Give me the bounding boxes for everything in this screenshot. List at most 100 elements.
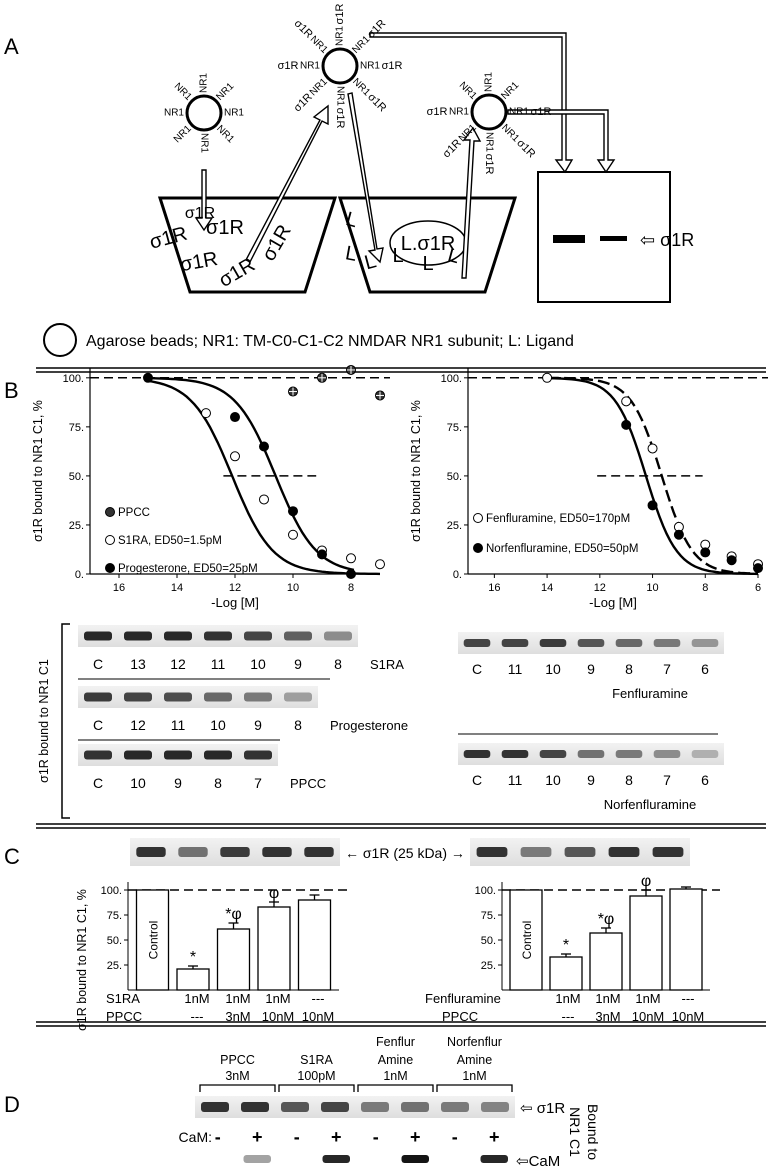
blot-row-label: PPCC xyxy=(290,776,326,791)
x-tick-label: 12 xyxy=(229,582,241,594)
data-point xyxy=(288,506,298,517)
blot-band xyxy=(615,750,643,758)
cam-sign: - xyxy=(373,1127,379,1147)
data-point xyxy=(346,553,356,564)
significance-mark: φ xyxy=(641,873,651,890)
data-point xyxy=(259,441,269,452)
data-point xyxy=(201,408,211,419)
blot-strip-progesterone xyxy=(78,686,318,708)
bead-2-nr1-label: NR1 xyxy=(334,86,345,106)
blot-band xyxy=(124,750,152,760)
blot-lane-label: 9 xyxy=(174,775,182,791)
data-point xyxy=(346,569,356,579)
ligand-label: L xyxy=(362,250,378,274)
bead-2-nr1-label: NR1 xyxy=(300,61,320,72)
treatment-value: 1nM xyxy=(635,991,660,1006)
treatment-value: --- xyxy=(562,1009,575,1024)
container-s1r-label: σ1R xyxy=(185,205,215,222)
blot-band xyxy=(463,750,491,758)
band-label: ← σ1R (25 kDa) → xyxy=(345,845,465,861)
bead-3-s1r-label: σ1R xyxy=(483,154,495,175)
blot-row-label: S1RA xyxy=(370,657,404,672)
data-point xyxy=(542,372,553,383)
blot-band xyxy=(284,692,312,702)
treatment-row-label: S1RA xyxy=(106,991,140,1006)
treatment-group-label: 100pM xyxy=(297,1069,335,1083)
treatment-value: 10nM xyxy=(632,1009,665,1024)
blot-band xyxy=(652,847,684,857)
arrow-down-1 xyxy=(194,169,214,232)
treatment-group-label: 1nM xyxy=(462,1069,486,1083)
treatment-group-label: Amine xyxy=(378,1053,413,1067)
panel-label-a: A xyxy=(4,34,19,59)
blot-lane-label: 9 xyxy=(587,661,595,677)
bead-2-s1r-label: σ1R xyxy=(365,91,388,114)
bar xyxy=(509,889,543,991)
legend-marker xyxy=(105,563,115,573)
ligand-label: L xyxy=(422,253,433,275)
data-point xyxy=(673,529,684,540)
container-s1r-label: σ1R xyxy=(215,254,259,292)
treatment-value: --- xyxy=(312,991,325,1006)
blot-band xyxy=(608,847,640,857)
treatment-value: 10nM xyxy=(302,1009,335,1024)
treatment-group-label: S1RA xyxy=(300,1053,333,1067)
side-label: Bound to xyxy=(585,1104,601,1160)
y-tick-label: 50. xyxy=(107,935,122,947)
bead-3-nr1-label: NR1 xyxy=(483,132,494,152)
group-bracket xyxy=(357,1084,434,1092)
treatment-value: 1nM xyxy=(595,991,620,1006)
x-tick-label: 14 xyxy=(171,582,183,594)
x-axis-label: -Log [M] xyxy=(589,595,637,610)
bead-1-nr1-label: NR1 xyxy=(198,133,209,153)
blot-lane-label: 10 xyxy=(545,661,561,677)
bead-1-nr1-label: NR1 xyxy=(164,108,184,119)
blot-box xyxy=(537,171,671,303)
separator-2 xyxy=(36,823,766,829)
blot-band xyxy=(539,750,567,758)
treatment-value: 1nM xyxy=(184,991,209,1006)
x-tick-label: 12 xyxy=(594,582,606,594)
bead-2-nr1-label: NR1 xyxy=(308,76,330,98)
y-tick-label: 75. xyxy=(69,422,84,434)
arrow-to-blot-1 xyxy=(369,32,574,174)
blot-lane-label: 10 xyxy=(545,772,561,788)
arrow-up-2 xyxy=(461,126,482,279)
y-tick-label: 0. xyxy=(453,569,462,581)
blot-band xyxy=(164,631,192,641)
blot-band xyxy=(284,631,312,641)
blot-band xyxy=(481,1102,509,1112)
blot-band xyxy=(577,750,605,758)
bead-3 xyxy=(470,93,508,131)
y-axis-label: σ1R bound to NR1 C1, % xyxy=(75,889,89,1031)
panel-c: ← σ1R (25 kDa) →25.50.75.100.Control **φφ… xyxy=(75,838,720,1031)
significance-mark: * xyxy=(563,937,569,954)
ligand-label: L xyxy=(392,245,403,267)
treatment-value: 10nM xyxy=(672,1009,705,1024)
bead-2-s1r-label: σ1R xyxy=(334,4,346,25)
treatment-value: 1nM xyxy=(555,991,580,1006)
bar xyxy=(176,968,210,991)
bar xyxy=(629,895,663,991)
bead-2-nr1-label: NR1 xyxy=(360,61,380,72)
bead-3-nr1-label: NR1 xyxy=(484,72,495,92)
data-point xyxy=(288,529,298,540)
blot-lane-label: 11 xyxy=(211,656,226,672)
blot-band xyxy=(281,1102,309,1112)
significance-mark: * xyxy=(190,949,196,966)
arrow-to-blot-2 xyxy=(507,109,616,174)
y-tick-label: 75. xyxy=(447,422,462,434)
treatment-value: --- xyxy=(682,991,695,1006)
blot-band xyxy=(164,750,192,760)
separator-3 xyxy=(36,1021,766,1027)
ligand-label: L xyxy=(445,244,461,268)
blot-band xyxy=(84,750,112,760)
blot-lane-label: 11 xyxy=(508,661,523,677)
data-point xyxy=(621,396,632,407)
bead-1 xyxy=(185,94,223,132)
blot-bracket xyxy=(61,623,70,819)
bead-2 xyxy=(321,47,359,85)
group-bracket xyxy=(199,1084,276,1092)
fit-curve xyxy=(147,379,381,576)
